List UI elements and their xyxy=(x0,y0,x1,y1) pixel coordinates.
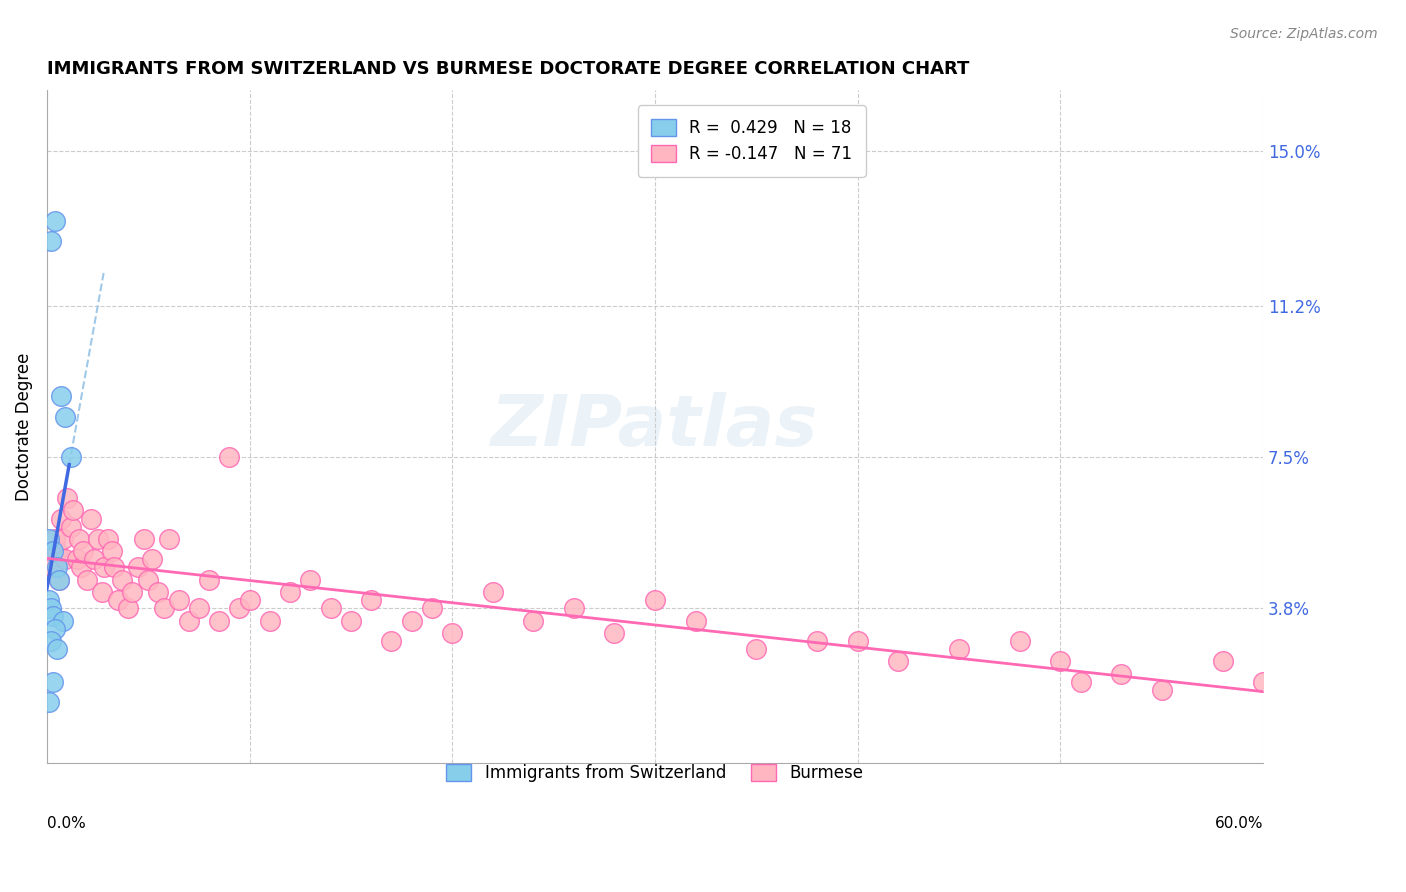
Point xyxy=(48,573,70,587)
Point xyxy=(380,634,402,648)
Point xyxy=(111,573,134,587)
Text: 60.0%: 60.0% xyxy=(1215,816,1263,831)
Point xyxy=(46,544,69,558)
Point xyxy=(401,614,423,628)
Point xyxy=(562,601,585,615)
Point xyxy=(420,601,443,615)
Point xyxy=(1109,666,1132,681)
Point xyxy=(340,614,363,628)
Point xyxy=(38,532,60,546)
Point xyxy=(83,552,105,566)
Point xyxy=(685,614,707,628)
Point xyxy=(522,614,544,628)
Point xyxy=(76,573,98,587)
Point xyxy=(80,511,103,525)
Point xyxy=(38,593,60,607)
Point xyxy=(90,585,112,599)
Point xyxy=(1150,682,1173,697)
Point xyxy=(49,389,72,403)
Point xyxy=(136,573,159,587)
Point xyxy=(167,593,190,607)
Text: Source: ZipAtlas.com: Source: ZipAtlas.com xyxy=(1230,27,1378,41)
Point xyxy=(806,634,828,648)
Point xyxy=(482,585,505,599)
Point xyxy=(46,560,69,574)
Point xyxy=(46,642,69,657)
Point xyxy=(117,601,139,615)
Point xyxy=(157,532,180,546)
Text: 0.0%: 0.0% xyxy=(46,816,86,831)
Y-axis label: Doctorate Degree: Doctorate Degree xyxy=(15,352,32,501)
Point xyxy=(56,491,79,505)
Point xyxy=(44,532,66,546)
Point xyxy=(278,585,301,599)
Point xyxy=(1008,634,1031,648)
Point xyxy=(441,625,464,640)
Point xyxy=(72,544,94,558)
Point xyxy=(745,642,768,657)
Point xyxy=(42,674,65,689)
Point xyxy=(60,450,83,465)
Point xyxy=(39,234,62,248)
Point xyxy=(60,519,83,533)
Point xyxy=(53,409,76,424)
Text: IMMIGRANTS FROM SWITZERLAND VS BURMESE DOCTORATE DEGREE CORRELATION CHART: IMMIGRANTS FROM SWITZERLAND VS BURMESE D… xyxy=(46,60,969,78)
Point xyxy=(44,622,66,636)
Point xyxy=(49,511,72,525)
Point xyxy=(148,585,170,599)
Point xyxy=(644,593,666,607)
Point xyxy=(121,585,143,599)
Point xyxy=(187,601,209,615)
Legend: Immigrants from Switzerland, Burmese: Immigrants from Switzerland, Burmese xyxy=(433,750,877,796)
Point xyxy=(127,560,149,574)
Point xyxy=(1212,654,1234,668)
Point xyxy=(70,560,93,574)
Point xyxy=(62,503,84,517)
Point xyxy=(52,532,75,546)
Point xyxy=(100,544,122,558)
Point xyxy=(218,450,240,465)
Point xyxy=(177,614,200,628)
Point xyxy=(38,695,60,709)
Point xyxy=(1251,674,1274,689)
Point xyxy=(97,532,120,546)
Point xyxy=(846,634,869,648)
Point xyxy=(42,560,65,574)
Point xyxy=(39,552,62,566)
Point xyxy=(228,601,250,615)
Point xyxy=(42,544,65,558)
Point xyxy=(42,609,65,624)
Point xyxy=(67,532,90,546)
Point xyxy=(53,552,76,566)
Point xyxy=(39,634,62,648)
Point xyxy=(198,573,221,587)
Point xyxy=(44,214,66,228)
Point xyxy=(603,625,626,640)
Point xyxy=(86,532,108,546)
Point xyxy=(887,654,910,668)
Point xyxy=(1070,674,1092,689)
Point xyxy=(134,532,156,546)
Point xyxy=(948,642,970,657)
Point xyxy=(319,601,342,615)
Point xyxy=(153,601,176,615)
Point xyxy=(39,601,62,615)
Point xyxy=(52,614,75,628)
Point xyxy=(66,552,89,566)
Point xyxy=(48,573,70,587)
Text: ZIPatlas: ZIPatlas xyxy=(491,392,818,461)
Point xyxy=(107,593,129,607)
Point xyxy=(259,614,281,628)
Point xyxy=(93,560,115,574)
Point xyxy=(103,560,125,574)
Point xyxy=(1049,654,1071,668)
Point xyxy=(208,614,231,628)
Point xyxy=(299,573,322,587)
Point xyxy=(239,593,262,607)
Point xyxy=(360,593,382,607)
Point xyxy=(141,552,163,566)
